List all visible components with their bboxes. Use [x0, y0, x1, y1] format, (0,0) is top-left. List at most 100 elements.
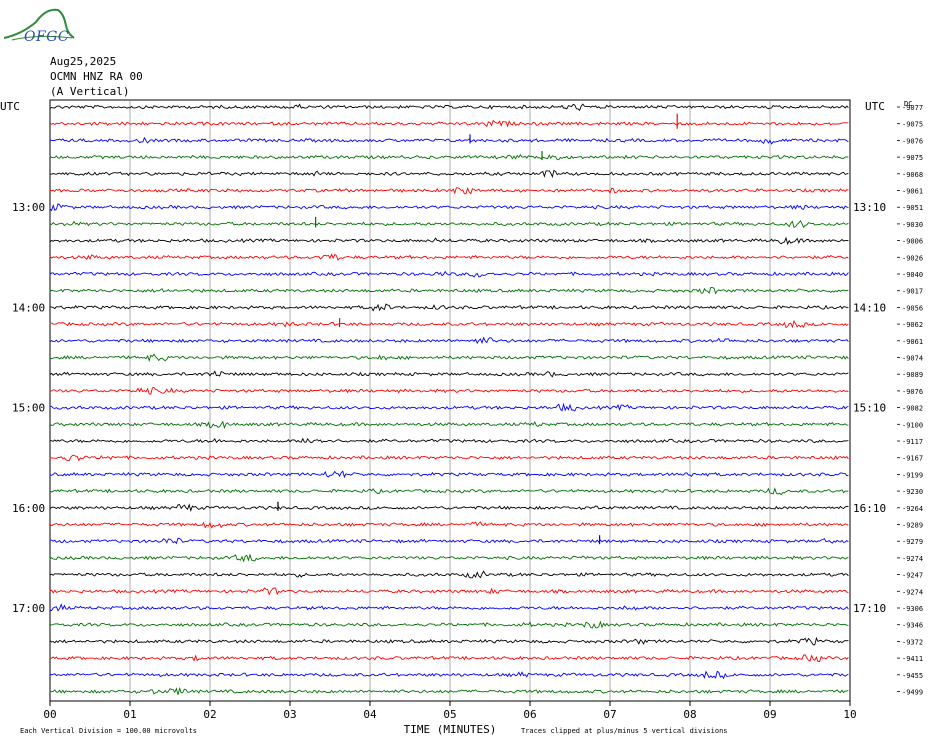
dc-offset-label-3: -9076 — [902, 137, 923, 145]
trace-row-13 — [49, 303, 849, 312]
x-tick-label-01: 01 — [123, 708, 136, 721]
dc-offset-label-16: -9074 — [902, 355, 923, 363]
dc-offset-label-4: -9075 — [902, 154, 923, 162]
dc-offset-label-19: -9082 — [902, 405, 923, 413]
station-label: OCMN HNZ RA 00 — [50, 70, 143, 83]
dc-offset-label-35: -9455 — [902, 672, 923, 680]
x-tick-label-00: 00 — [43, 708, 56, 721]
trace-row-16 — [49, 353, 849, 363]
x-tick-label-04: 04 — [363, 708, 377, 721]
trace-row-9 — [49, 236, 849, 246]
left-time-label-1400: 14:00 — [12, 301, 45, 314]
trace-row-2 — [49, 119, 849, 128]
dc-offset-label-14: -9062 — [902, 321, 923, 329]
x-axis-title: TIME (MINUTES) — [404, 723, 497, 736]
dc-offset-label-20: -9100 — [902, 421, 923, 429]
dc-offset-label-29: -9247 — [902, 572, 923, 580]
trace-row-34 — [49, 654, 849, 662]
trace-row-30 — [49, 587, 849, 596]
date-label: Aug25,2025 — [50, 55, 117, 68]
trace-row-31 — [49, 603, 849, 612]
trace-row-18 — [49, 386, 849, 395]
left-time-label-1300: 13:00 — [12, 201, 45, 214]
clip-note: Traces clipped at plus/minus 5 vertical … — [521, 727, 728, 735]
trace-row-21 — [49, 437, 849, 444]
right-time-label-1410: 14:10 — [853, 301, 886, 314]
dc-offset-label-22: -9167 — [902, 455, 923, 463]
x-tick-label-02: 02 — [203, 708, 216, 721]
left-time-label-1600: 16:00 — [12, 502, 45, 515]
dc-offset-label-23: -9199 — [902, 471, 923, 479]
dc-offset-label-31: -9306 — [902, 605, 923, 613]
x-tick-label-06: 06 — [523, 708, 536, 721]
dc-offset-label-5: -9068 — [902, 171, 923, 179]
trace-row-26 — [49, 521, 849, 529]
trace-row-20 — [49, 420, 849, 430]
right-time-label-1610: 16:10 — [853, 502, 886, 515]
dc-offset-label-26: -9289 — [902, 522, 923, 530]
dc-header-label: DC — [904, 100, 912, 108]
trace-row-6 — [49, 187, 849, 195]
trace-row-8 — [49, 219, 849, 229]
trace-row-1 — [49, 103, 849, 112]
trace-row-22 — [49, 454, 849, 462]
dc-offset-label-12: -9017 — [902, 288, 923, 296]
right-utc-label: UTC — [865, 100, 885, 113]
dc-offset-label-10: -9026 — [902, 254, 923, 262]
left-time-label-1700: 17:00 — [12, 602, 45, 615]
dc-offset-label-27: -9279 — [902, 538, 923, 546]
right-time-label-1510: 15:10 — [853, 402, 886, 415]
trace-row-36 — [49, 686, 849, 695]
dc-offset-label-34: -9411 — [902, 655, 923, 663]
trace-row-15 — [49, 336, 849, 345]
trace-row-7 — [49, 203, 849, 212]
x-tick-label-08: 08 — [683, 708, 696, 721]
trace-row-12 — [49, 287, 849, 295]
trace-row-19 — [49, 402, 849, 412]
left-time-label-1500: 15:00 — [12, 402, 45, 415]
dc-offset-label-15: -9061 — [902, 338, 923, 346]
dc-offset-label-9: -9006 — [902, 238, 923, 246]
trace-row-4 — [49, 154, 849, 161]
trace-row-29 — [49, 570, 849, 579]
right-time-label-1310: 13:10 — [853, 201, 886, 214]
trace-row-14 — [49, 319, 849, 329]
dc-offset-label-28: -9274 — [902, 555, 923, 563]
trace-row-35 — [49, 670, 849, 680]
trace-row-32 — [49, 620, 849, 629]
dc-offset-label-30: -9274 — [902, 588, 923, 596]
dc-offset-label-13: -9056 — [902, 304, 923, 312]
trace-row-28 — [49, 553, 849, 563]
trace-row-23 — [49, 470, 849, 479]
trace-row-27 — [49, 537, 849, 545]
dc-offset-label-6: -9061 — [902, 188, 923, 196]
dc-offset-label-21: -9117 — [902, 438, 923, 446]
dc-offset-label-32: -9346 — [902, 622, 923, 630]
x-tick-label-09: 09 — [763, 708, 776, 721]
dc-offset-label-18: -9076 — [902, 388, 923, 396]
dc-offset-label-36: -9499 — [902, 689, 923, 697]
x-tick-label-03: 03 — [283, 708, 296, 721]
x-tick-label-10: 10 — [843, 708, 856, 721]
dc-offset-label-8: -9030 — [902, 221, 923, 229]
left-utc-label: UTC — [0, 100, 20, 113]
vertical-division-note: Each Vertical Division = 100.00 microvol… — [20, 727, 197, 735]
x-tick-label-05: 05 — [443, 708, 456, 721]
trace-row-24 — [49, 487, 849, 496]
dc-offset-label-7: -9051 — [902, 204, 923, 212]
dc-offset-label-33: -9372 — [902, 638, 923, 646]
trace-row-25 — [49, 503, 849, 513]
x-tick-label-07: 07 — [603, 708, 616, 721]
ofgc-logo: OFGC — [2, 4, 82, 45]
trace-row-3 — [49, 136, 849, 145]
dc-offset-label-2: -9075 — [902, 121, 923, 129]
dc-offset-label-24: -9230 — [902, 488, 923, 496]
trace-row-11 — [49, 270, 849, 278]
logo-text: OFGC — [24, 29, 70, 45]
dc-offset-label-1: -9077 — [902, 104, 923, 112]
trace-row-33 — [49, 636, 849, 646]
dc-offset-label-11: -9040 — [902, 271, 923, 279]
trace-row-17 — [49, 370, 849, 378]
